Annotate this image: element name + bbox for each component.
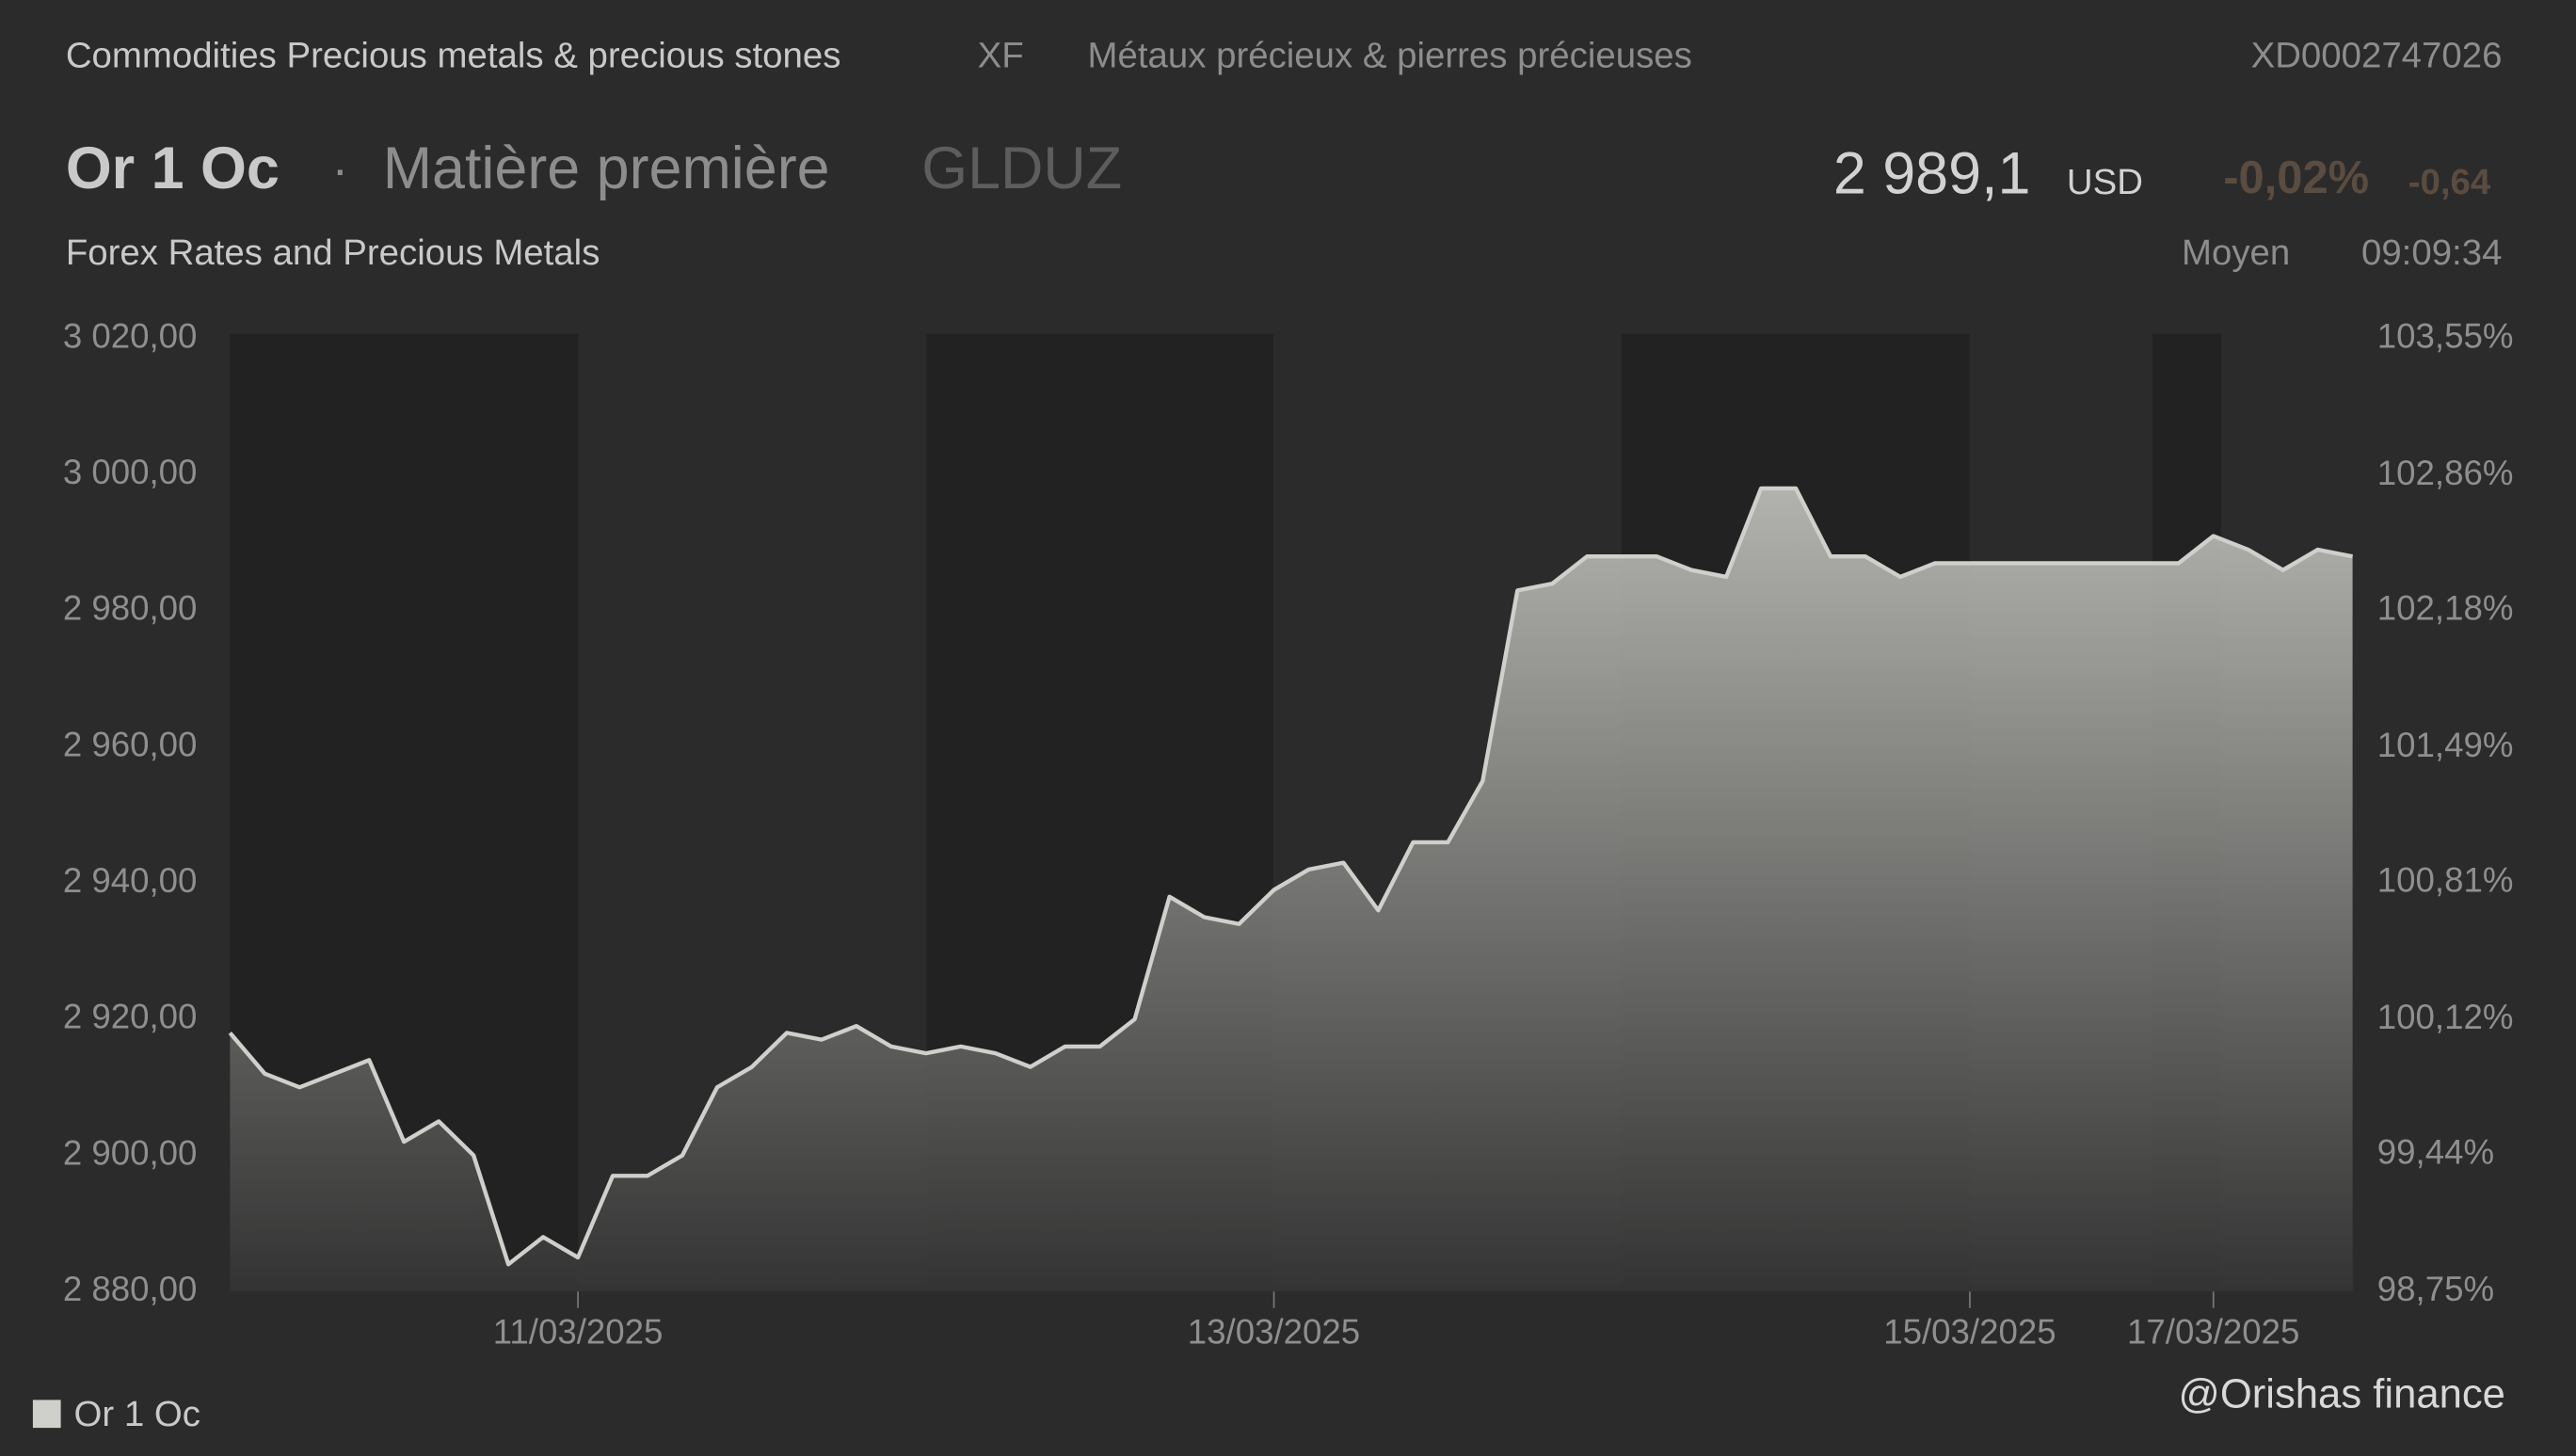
x-tick-label: 17/03/2025	[2127, 1312, 2299, 1351]
change: -0,64	[2408, 162, 2491, 202]
x-tick-label: 13/03/2025	[1188, 1312, 1360, 1351]
instrument-name: Or 1 Oc	[66, 136, 280, 201]
y2-tick-label: 98,75%	[2377, 1270, 2494, 1308]
y2-tick-label: 103,55%	[2377, 316, 2514, 355]
y-tick-label: 3 020,00	[63, 316, 198, 355]
change-pct: -0,02%	[2223, 152, 2369, 203]
exchange: XF	[978, 35, 1024, 75]
y-tick-label: 2 920,00	[63, 998, 198, 1036]
time: 09:09:34	[2361, 232, 2502, 273]
source: Forex Rates and Precious Metals	[66, 232, 600, 273]
category-fr: Métaux précieux & pierres précieuses	[1088, 35, 1692, 75]
x-tick-label: 15/03/2025	[1883, 1312, 2056, 1351]
ticker: GLDUZ	[921, 136, 1122, 201]
kind: Matière première	[383, 136, 830, 201]
watermark: @Orishas finance	[2179, 1371, 2505, 1416]
currency: USD	[2067, 162, 2143, 202]
y2-tick-label: 100,81%	[2377, 860, 2514, 899]
y2-tick-label: 101,49%	[2377, 726, 2514, 764]
category: Commodities Precious metals & precious s…	[66, 35, 841, 75]
legend-label[interactable]: Or 1 Oc	[74, 1394, 200, 1434]
legend-swatch	[32, 1400, 61, 1429]
y-tick-label: 2 900,00	[63, 1133, 198, 1172]
area	[230, 488, 2353, 1292]
y2-tick-label: 102,86%	[2377, 454, 2514, 492]
y2-tick-label: 99,44%	[2377, 1132, 2494, 1171]
y-tick-label: 2 980,00	[63, 589, 198, 628]
price: 2 989,1	[1833, 140, 2031, 206]
y2-tick-label: 102,18%	[2377, 588, 2514, 627]
separator: ·	[332, 142, 348, 197]
y-tick-label: 2 880,00	[63, 1270, 198, 1308]
x-tick-label: 11/03/2025	[493, 1312, 664, 1351]
line	[228, 486, 2354, 1267]
y-tick-label: 3 000,00	[63, 453, 198, 491]
y-tick-label: 2 940,00	[63, 861, 198, 900]
y-tick-label: 2 960,00	[63, 725, 198, 763]
quote-type: Moyen	[2182, 232, 2290, 273]
isin: XD0002747026	[2251, 35, 2503, 75]
y2-tick-label: 100,12%	[2377, 998, 2514, 1036]
